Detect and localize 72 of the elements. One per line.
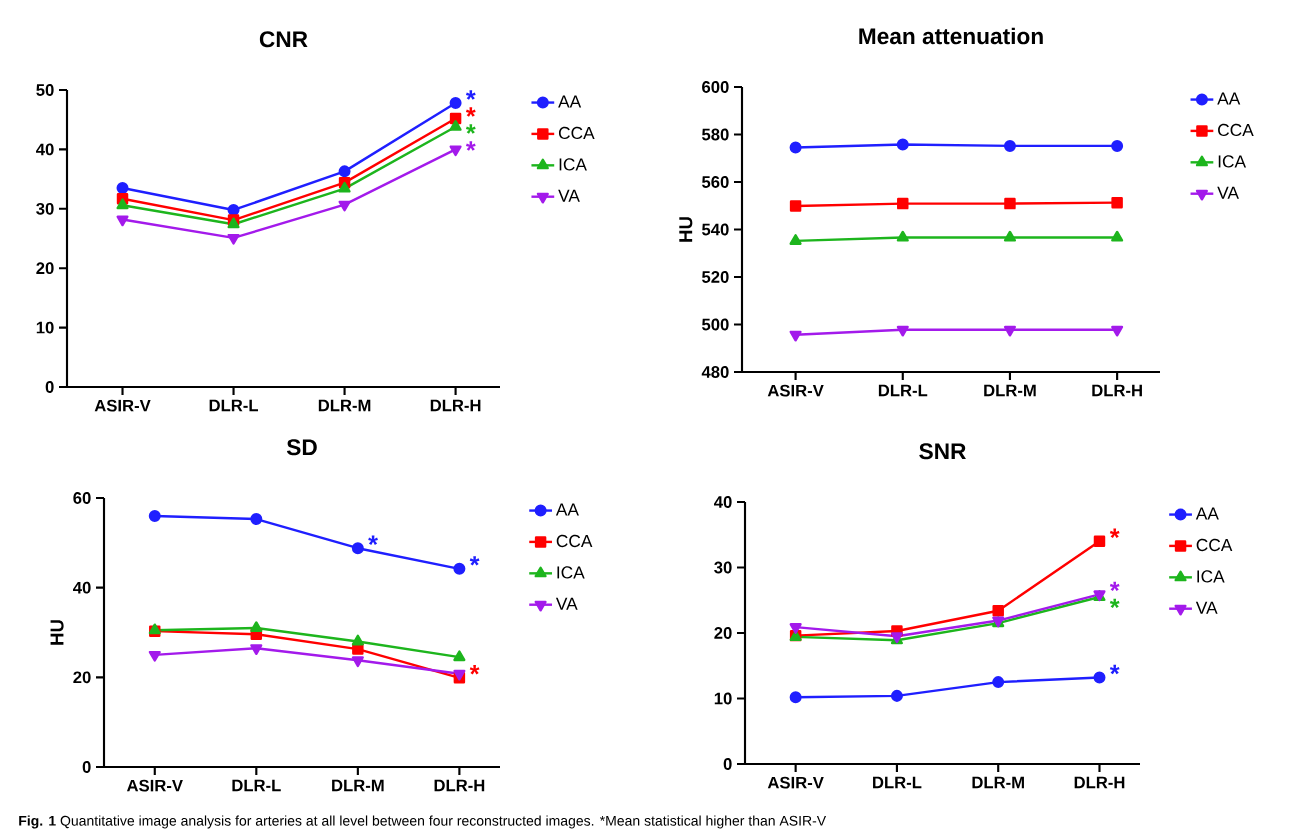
legend-label: AA: [558, 95, 582, 108]
x-tick-label: DLR-M: [972, 776, 1024, 789]
annotation: *: [1109, 598, 1120, 609]
chart-title: CNR: [259, 31, 308, 48]
chart-title: SD: [286, 439, 317, 456]
y-tick-label: 20: [36, 262, 54, 275]
y-tick-label: 500: [702, 318, 729, 331]
y-tick-label: 480: [701, 366, 729, 378]
annotation: *: [465, 107, 476, 117]
text: Fig. 1 Quantitative image analysis for arteries at all level between four reconstructed images. *Mean statistical higher than ASIR-V: [19, 815, 827, 829]
x-tick-label: DLR-H: [430, 399, 481, 412]
y-tick-label: 540: [702, 223, 729, 236]
y-tick-label: 20: [714, 627, 732, 639]
annotation: *: [1109, 528, 1120, 538]
legend-label: VA: [558, 189, 580, 202]
y-tick-label: 10: [36, 321, 54, 334]
annotation: *: [465, 141, 476, 151]
legend-label: VA: [1195, 601, 1218, 614]
annotation: *: [1109, 664, 1120, 675]
y-tick-label: 600: [702, 81, 729, 93]
y-tick-label: 10: [714, 692, 732, 705]
x-tick-label: DLR-L: [878, 384, 928, 397]
x-tick-label: DLR-L: [232, 779, 281, 792]
annotation: *: [465, 124, 476, 134]
y-tick-label: 30: [36, 202, 54, 215]
annotation: *: [469, 665, 480, 675]
legend-label: CCA: [1218, 123, 1254, 137]
legend-label: VA: [555, 597, 578, 610]
chart-title: SNR: [919, 443, 966, 460]
legend-label: VA: [1217, 186, 1239, 199]
legend-label: CCA: [558, 126, 595, 140]
y-tick-label: 30: [714, 561, 732, 574]
y-tick-label: 40: [36, 143, 54, 156]
y-tick-label: 580: [702, 128, 729, 141]
legend-label: AA: [1195, 507, 1219, 520]
annotation: *: [465, 90, 476, 100]
legend-label: ICA: [1218, 155, 1247, 168]
annotation: *: [368, 535, 378, 545]
y-axis-title: HU: [50, 620, 64, 645]
annotation: *: [469, 556, 480, 566]
legend-label: ICA: [559, 158, 587, 171]
y-tick-label: 60: [73, 492, 91, 504]
y-tick-label: 0: [45, 381, 54, 393]
x-tick-label: ASIR-V: [126, 779, 183, 792]
y-tick-label: 520: [702, 271, 729, 283]
y-tick-label: 40: [714, 496, 732, 508]
y-tick-label: 0: [723, 758, 732, 770]
y-tick-label: 560: [702, 176, 729, 188]
x-tick-label: DLR-M: [984, 384, 1036, 397]
x-tick-label: DLR-H: [1092, 384, 1142, 397]
annotation: *: [1109, 581, 1120, 592]
x-tick-label: DLR-L: [209, 399, 259, 412]
x-tick-label: DLR-M: [318, 399, 371, 412]
x-tick-label: DLR-L: [873, 776, 922, 789]
x-tick-label: ASIR-V: [767, 384, 824, 397]
y-tick-label: 40: [73, 581, 91, 594]
legend-label: AA: [1217, 92, 1241, 105]
y-tick-label: 0: [82, 761, 91, 773]
legend-label: ICA: [1197, 570, 1225, 583]
legend-label: CCA: [1196, 538, 1233, 552]
chart-title: Mean attenuation: [859, 27, 1043, 45]
y-tick-label: 50: [36, 84, 54, 96]
x-tick-label: DLR-M: [332, 779, 384, 792]
x-tick-label: DLR-H: [1074, 776, 1125, 789]
y-tick-label: 20: [73, 671, 91, 684]
x-tick-label: DLR-H: [434, 779, 485, 792]
legend-label: CCA: [556, 534, 593, 548]
y-axis-title: HU: [679, 217, 693, 242]
x-tick-label: ASIR-V: [94, 399, 151, 412]
legend-label: ICA: [557, 566, 585, 579]
x-tick-label: ASIR-V: [767, 776, 824, 789]
legend-label: AA: [555, 503, 579, 516]
